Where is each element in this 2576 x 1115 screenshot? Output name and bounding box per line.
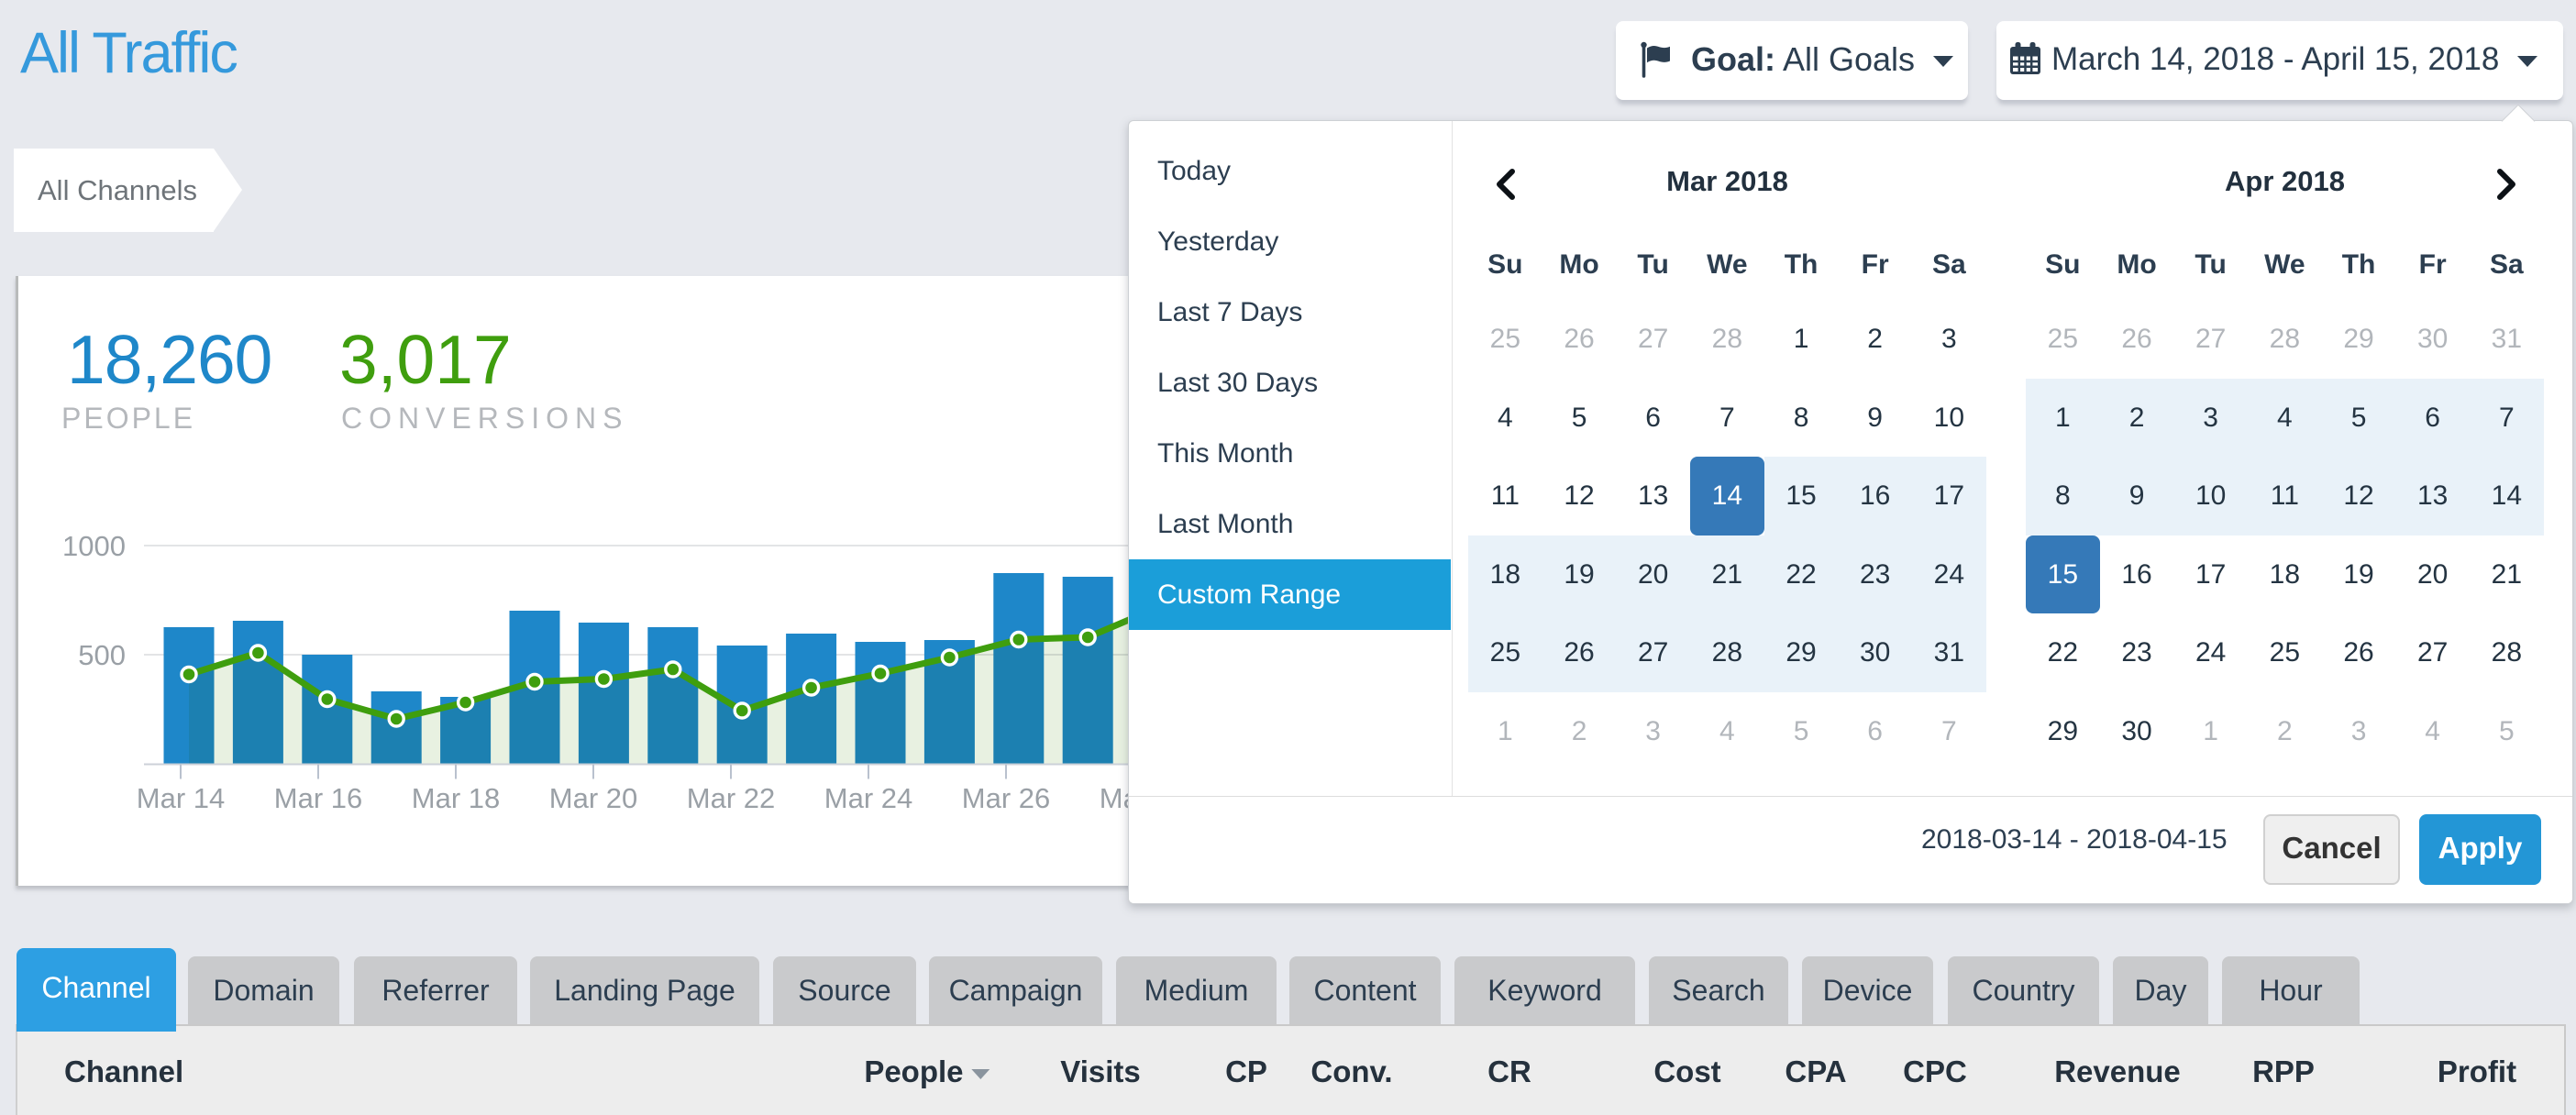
- svg-text:1000: 1000: [62, 530, 126, 562]
- svg-text:Mar 20: Mar 20: [549, 782, 637, 814]
- svg-text:Mar 14: Mar 14: [137, 782, 225, 814]
- svg-text:Mar 18: Mar 18: [412, 782, 500, 814]
- svg-text:Mar 24: Mar 24: [824, 782, 912, 814]
- svg-text:Mar 16: Mar 16: [274, 782, 362, 814]
- svg-text:Mar 22: Mar 22: [687, 782, 775, 814]
- svg-text:Mar 26: Mar 26: [962, 782, 1050, 814]
- svg-text:500: 500: [78, 639, 126, 671]
